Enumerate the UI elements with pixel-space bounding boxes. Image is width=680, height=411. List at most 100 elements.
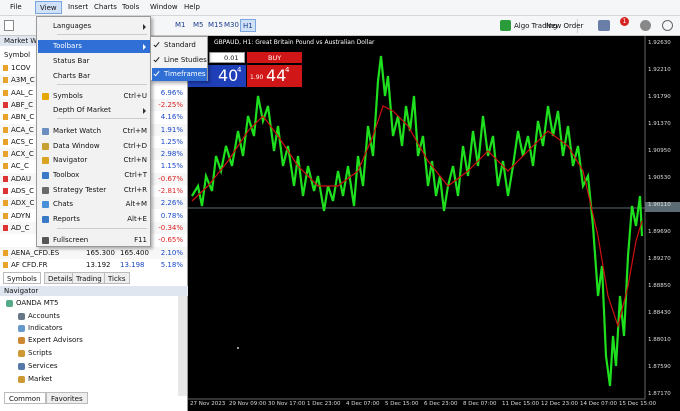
tab[interactable]: Ticks — [104, 272, 130, 284]
symbol[interactable]: AAL_C — [11, 88, 34, 97]
menu-item[interactable]: Toolbox Ctrl+T — [38, 169, 150, 182]
submenu-item[interactable]: Line Studies — [152, 54, 207, 67]
time-label: 11 Dec 15:00 — [502, 401, 539, 407]
price-series — [191, 55, 644, 387]
symbol[interactable]: ACX_C — [11, 150, 34, 159]
menu-item[interactable]: File — [10, 3, 22, 11]
buy-price: 44 — [266, 66, 287, 85]
tree-item[interactable]: Expert Advisors — [28, 336, 83, 344]
symbol[interactable]: AD_C — [11, 223, 30, 232]
cursor-icon[interactable] — [4, 20, 14, 31]
tool-icon[interactable] — [598, 20, 610, 31]
menu-item[interactable]: Navigator Ctrl+N — [38, 154, 150, 167]
symbol[interactable]: ABF_C — [11, 100, 34, 109]
tab[interactable]: Trading — [72, 272, 106, 284]
menu-item[interactable]: Languages — [38, 20, 150, 33]
price-label: 1.88430 — [648, 310, 671, 316]
toolbars-submenu: Standard Line Studies Timeframes — [150, 36, 208, 81]
timeframe-button[interactable]: H1 — [240, 19, 256, 32]
symbol[interactable]: ADYN — [11, 211, 31, 220]
menu-label: Charts Bar — [53, 72, 91, 80]
buy-label[interactable]: BUY — [268, 54, 282, 62]
submenu-item[interactable]: Timeframes — [152, 68, 207, 81]
timeframe-button[interactable]: M1 — [175, 21, 186, 29]
algo-trading[interactable]: Algo Trading — [514, 22, 558, 30]
algo-icon[interactable] — [500, 20, 511, 31]
timeframe-button[interactable]: M30 — [224, 21, 239, 29]
lot-input[interactable] — [209, 52, 245, 63]
shortcut: Ctrl+T — [124, 171, 147, 179]
tab[interactable]: Favorites — [46, 392, 88, 404]
symbol[interactable]: AF CFD.FR — [11, 260, 48, 269]
menu-item[interactable]: Reports Alt+E — [38, 213, 150, 226]
tree-item[interactable]: Services — [28, 362, 58, 370]
tree-icon — [18, 337, 25, 344]
menu-item[interactable]: Symbols Ctrl+U — [38, 90, 150, 103]
symbol[interactable]: ADS_C — [11, 187, 35, 195]
menu-item[interactable]: Charts — [94, 3, 117, 11]
tree-icon — [18, 325, 25, 332]
price-label: 1.92630 — [648, 40, 671, 46]
menu-item[interactable]: Strategy Tester Ctrl+R — [38, 184, 150, 197]
price-label: 1.90530 — [648, 175, 671, 181]
submenu-label: Standard — [164, 41, 196, 49]
timeframe-button[interactable]: M15 — [208, 21, 223, 29]
symbol-icon — [3, 163, 8, 170]
symbol[interactable]: AC_C — [11, 162, 29, 171]
tree-item[interactable]: OANDA MT5 — [16, 299, 59, 307]
symbol[interactable]: ACA_C — [11, 125, 34, 134]
menu-item[interactable]: Chats Alt+M — [38, 198, 150, 211]
menu-item[interactable]: Depth Of Market — [38, 104, 150, 117]
symbol-icon — [3, 151, 8, 158]
menu-item[interactable]: Fullscreen F11 — [38, 234, 150, 247]
symbol-icon — [3, 138, 8, 145]
buy-button[interactable] — [247, 52, 302, 63]
row-bg — [0, 246, 187, 259]
timeframe-button[interactable]: M5 — [193, 21, 204, 29]
change: 1.15% — [160, 162, 183, 171]
buy-sup: 4 — [285, 66, 290, 74]
menu-item[interactable]: Insert — [68, 3, 89, 11]
menu-item[interactable]: Help — [184, 3, 200, 11]
buy-price-box[interactable] — [247, 65, 302, 87]
tree-item[interactable]: Accounts — [28, 312, 60, 320]
change: -2.25% — [158, 100, 183, 109]
menu-item[interactable]: Charts Bar — [38, 70, 150, 83]
separator — [57, 228, 147, 229]
separator — [57, 84, 147, 85]
symbol[interactable]: AENA_CFD.ES — [11, 248, 60, 257]
new-order[interactable]: New Order — [546, 22, 584, 30]
tree-item[interactable]: Scripts — [28, 349, 52, 357]
symbol[interactable]: ADX_C — [11, 199, 35, 208]
menu-item[interactable]: Tools — [122, 3, 140, 11]
symbol[interactable]: ADAU — [11, 174, 31, 183]
symbol[interactable]: ABN_C — [11, 113, 35, 122]
menu-item[interactable]: Window — [150, 3, 178, 11]
account-icon[interactable] — [640, 20, 651, 31]
tab[interactable]: Common — [4, 392, 46, 404]
price-marker — [645, 202, 680, 212]
menu-item[interactable]: Market Watch Ctrl+M — [38, 125, 150, 138]
tab[interactable]: Details — [44, 272, 77, 284]
menu-label: Data Window — [53, 142, 100, 150]
notification-badge: 1 — [620, 17, 629, 26]
menu-item[interactable]: Toolbars — [38, 40, 150, 53]
lot-value[interactable]: 0.01 — [224, 54, 239, 62]
symbol[interactable]: ACS_C — [11, 137, 34, 146]
menu-item[interactable]: View — [35, 1, 62, 14]
submenu-item[interactable]: Standard — [152, 39, 207, 52]
shortcut: Ctrl+R — [123, 186, 147, 194]
menu-item[interactable]: Data Window Ctrl+D — [38, 140, 150, 153]
tab[interactable]: Symbols — [3, 272, 41, 284]
tree-item[interactable]: Indicators — [28, 324, 63, 332]
menu-label: Toolbars — [53, 42, 82, 50]
symbol[interactable]: A3M_C — [11, 76, 35, 85]
menu-label: Depth Of Market — [53, 106, 111, 114]
menu-item[interactable]: Status Bar — [38, 55, 150, 68]
help-icon[interactable] — [662, 20, 673, 31]
time-label: 29 Nov 09:00 — [229, 401, 267, 407]
tree-item[interactable]: Market — [28, 375, 53, 383]
symbol[interactable]: 1COV — [11, 64, 31, 72]
symbol-icon — [3, 126, 8, 133]
menu-label: Strategy Tester — [53, 186, 107, 194]
